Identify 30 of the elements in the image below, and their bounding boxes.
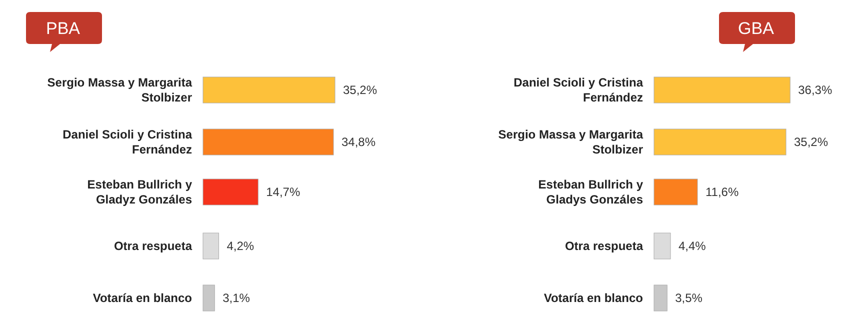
y-tick-label: Sergio Massa y Margarita Stolbizer [498,128,644,156]
bar [654,232,671,260]
data-label: 35,2% [343,83,378,97]
data-label: 35,2% [794,135,828,149]
y-tick-label: Daniel Scioli y Cristina Fernández [514,76,644,104]
y-tick-label: Otra respueta [564,239,644,253]
y-tick-label: Daniel Scioli y Cristina Fernández [62,128,192,156]
bar [654,284,668,312]
y-tick-label: Esteban Bullrich y Gladyz Gonzáles [87,178,192,206]
y-tick-label: Sergio Massa y Margarita Stolbizer [47,76,192,104]
y-tick-label: Otra respueta [114,239,192,253]
text: PBA [46,19,81,38]
bar [202,284,215,312]
data-label: 4,2% [226,239,254,253]
data-label: 3,1% [222,291,250,305]
y-tick-label: Votaría en blanco [544,291,643,305]
chart-title: GBA [738,19,775,38]
bar [654,128,786,156]
data-label: 3,5% [675,291,703,305]
bar [202,76,336,104]
bar [202,232,219,260]
bar [654,76,790,104]
bar [202,128,334,156]
data-label: 4,4% [678,239,706,253]
data-label: 14,7% [266,185,300,199]
data-label: 34,8% [342,135,376,149]
data-label: 36,3% [798,83,832,97]
y-tick-label: Votaría en blanco [92,291,192,305]
y-tick-label: Esteban Bullrich y Gladys Gonzáles [538,178,644,206]
data-label: 11,6% [706,185,739,199]
